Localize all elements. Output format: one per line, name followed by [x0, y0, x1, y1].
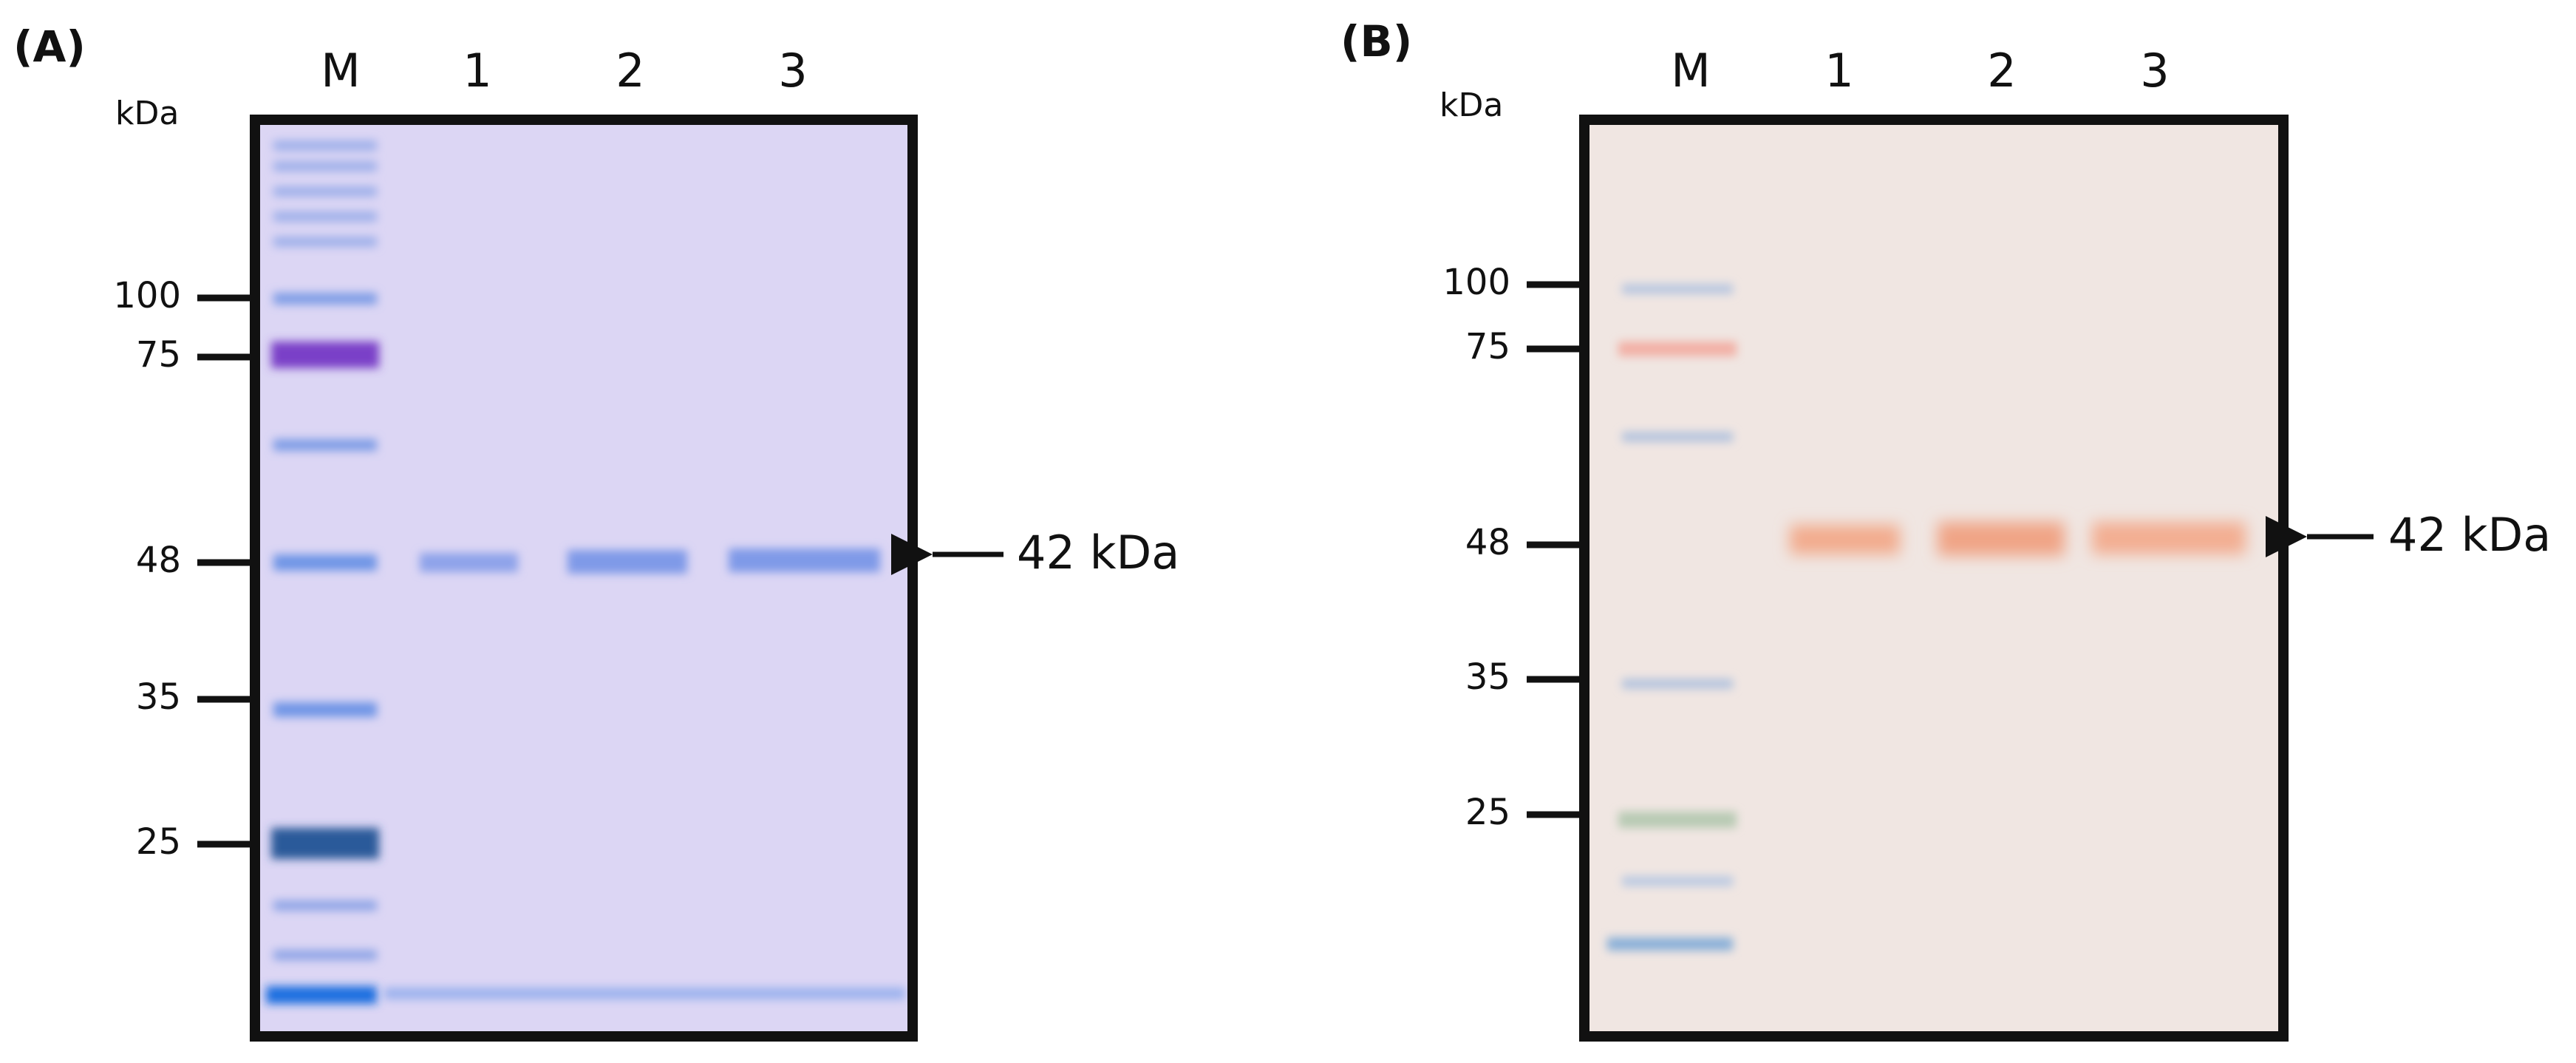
- panel-b: (B) kDa M 1 2 3 100 75 48 35: [1340, 16, 2551, 1042]
- panel-label: (A): [13, 21, 86, 72]
- marker-label: 75: [1465, 326, 1510, 367]
- marker-label: 25: [136, 821, 181, 863]
- marker-label: 35: [136, 676, 181, 718]
- lane-label: 3: [778, 44, 807, 98]
- ladder-bands: [266, 140, 379, 1004]
- panel-a: (A) kDa M 1 2 3: [13, 21, 1179, 1042]
- sample-bands: [384, 549, 905, 999]
- marker-label: 25: [1465, 792, 1510, 833]
- marker-label: 100: [1442, 262, 1510, 303]
- lane-label: 1: [463, 44, 491, 98]
- marker-label: 48: [1465, 522, 1510, 563]
- marker-ticks: [1527, 281, 1584, 818]
- marker-label: 75: [136, 334, 181, 376]
- annotation: 42 kDa: [2388, 508, 2551, 562]
- unit-label: kDa: [1439, 86, 1503, 124]
- marker-label: 35: [1465, 656, 1510, 698]
- lane-label: 1: [1824, 44, 1853, 98]
- marker-label: 48: [136, 540, 181, 581]
- ladder-bands: [1607, 284, 1737, 951]
- lane-label: M: [321, 44, 361, 98]
- lane-label: 3: [2140, 44, 2169, 98]
- sample-bands: [1790, 522, 2246, 556]
- gel: [255, 120, 913, 1036]
- lane-label: 2: [1987, 44, 2016, 98]
- marker-ticks: [197, 294, 255, 848]
- marker-label: 100: [113, 275, 181, 316]
- lane-label: M: [1671, 44, 1711, 98]
- panel-label: (B): [1340, 16, 1412, 67]
- membrane-frame: [1579, 115, 2289, 1042]
- membrane: [1584, 120, 2283, 1036]
- unit-label: kDa: [115, 95, 179, 132]
- annotation: 42 kDa: [1017, 526, 1179, 580]
- lane-label: 2: [616, 44, 644, 98]
- gel-frame: [250, 115, 918, 1042]
